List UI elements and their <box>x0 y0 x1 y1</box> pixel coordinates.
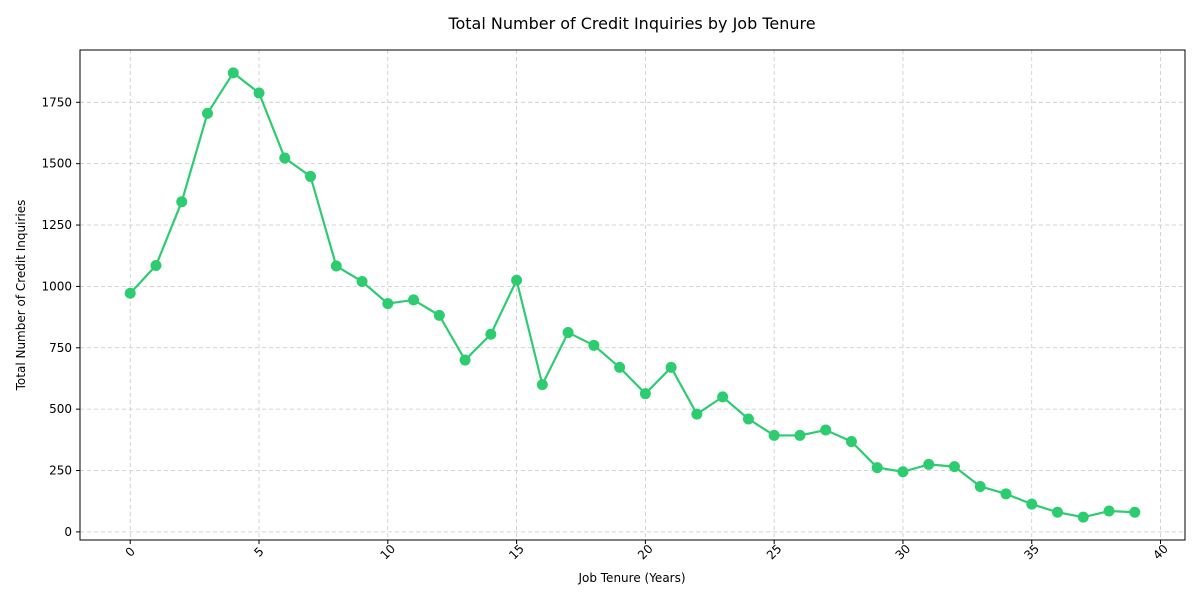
data-point <box>974 480 986 492</box>
x-axis-label: Job Tenure (Years) <box>577 571 685 585</box>
data-point <box>845 436 857 448</box>
x-tick-label: 10 <box>377 542 398 563</box>
data-point <box>1000 488 1012 500</box>
plot-area <box>79 49 1186 541</box>
data-point <box>717 391 729 403</box>
x-tick-label: 30 <box>893 542 914 563</box>
y-tick-label: 0 <box>64 525 72 539</box>
data-point <box>588 339 600 351</box>
series <box>124 67 1141 523</box>
data-point <box>408 294 420 306</box>
data-point <box>871 462 883 474</box>
data-point <box>176 196 188 208</box>
data-point <box>511 274 523 286</box>
chart-title: Total Number of Credit Inquiries by Job … <box>447 14 815 33</box>
data-point <box>562 327 574 339</box>
x-tick-label: 15 <box>506 542 527 563</box>
data-point <box>794 429 806 441</box>
y-tick-label: 1500 <box>41 157 72 171</box>
data-point <box>768 429 780 441</box>
data-point <box>433 309 445 321</box>
data-point <box>356 275 368 287</box>
data-point <box>639 388 651 400</box>
x-tick-label: 0 <box>123 544 138 559</box>
y-tick-label: 500 <box>49 402 72 416</box>
y-tick-label: 1250 <box>41 218 72 232</box>
grid <box>80 50 1185 540</box>
x-tick-label: 40 <box>1150 542 1171 563</box>
x-tick-label: 5 <box>251 544 266 559</box>
x-tick-label: 35 <box>1021 542 1042 563</box>
data-point <box>382 298 394 310</box>
data-point <box>897 466 909 478</box>
data-point <box>1052 506 1063 518</box>
data-point <box>665 361 677 373</box>
y-tick-label: 1750 <box>41 95 72 109</box>
data-point <box>253 87 265 99</box>
data-point <box>691 408 703 420</box>
data-point <box>536 379 548 391</box>
data-point <box>1129 506 1141 518</box>
y-tick-label: 750 <box>49 341 72 355</box>
data-point <box>742 413 754 425</box>
data-point <box>948 461 960 473</box>
data-point <box>614 361 626 373</box>
y-tick-label: 1000 <box>41 279 72 293</box>
data-point <box>485 328 497 340</box>
data-point <box>279 152 291 164</box>
data-point <box>1077 511 1089 523</box>
data-point <box>1103 505 1115 517</box>
data-point <box>227 67 239 79</box>
data-point <box>305 170 317 182</box>
data-point <box>150 260 162 272</box>
data-point <box>1026 498 1038 510</box>
x-axis: 0 5 10 15 20 25 30 35 40 <box>123 540 1171 562</box>
y-tick-label: 250 <box>49 464 72 478</box>
data-point <box>820 424 832 436</box>
data-point <box>202 107 213 119</box>
data-point <box>124 287 136 299</box>
y-axis: 0 250 500 750 1000 1250 1500 1750 <box>41 95 80 539</box>
x-tick-label: 20 <box>635 542 656 563</box>
data-point <box>459 354 471 366</box>
y-axis-label: Total Number of Credit Inquiries <box>14 200 28 392</box>
series-line <box>129 71 1135 519</box>
data-point <box>923 458 935 470</box>
x-tick-label: 25 <box>764 542 785 563</box>
data-point <box>330 260 342 272</box>
